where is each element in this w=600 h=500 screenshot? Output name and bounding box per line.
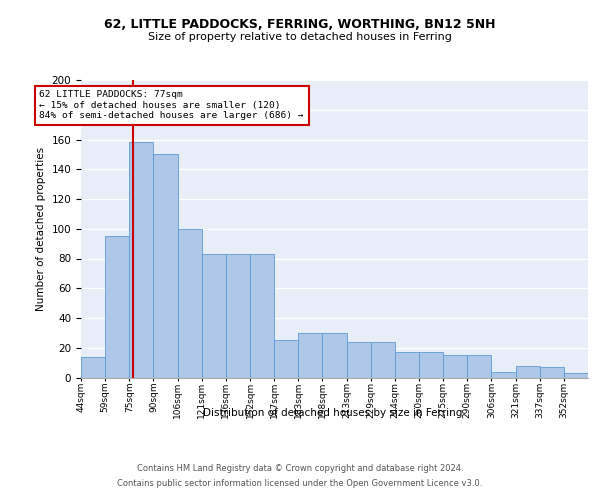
Bar <box>250 254 274 378</box>
Bar <box>564 373 588 378</box>
Bar <box>347 342 371 378</box>
Bar <box>395 352 419 378</box>
Bar <box>178 229 202 378</box>
Bar <box>467 355 491 378</box>
Bar <box>105 236 129 378</box>
Text: 62, LITTLE PADDOCKS, FERRING, WORTHING, BN12 5NH: 62, LITTLE PADDOCKS, FERRING, WORTHING, … <box>104 18 496 30</box>
Bar <box>491 372 515 378</box>
Text: Size of property relative to detached houses in Ferring: Size of property relative to detached ho… <box>148 32 452 42</box>
Bar <box>322 333 347 378</box>
Bar <box>202 254 226 378</box>
Text: Distribution of detached houses by size in Ferring: Distribution of detached houses by size … <box>203 408 463 418</box>
Bar <box>81 356 105 378</box>
Y-axis label: Number of detached properties: Number of detached properties <box>36 146 46 311</box>
Bar <box>515 366 540 378</box>
Text: Contains public sector information licensed under the Open Government Licence v3: Contains public sector information licen… <box>118 479 482 488</box>
Bar <box>129 142 154 378</box>
Bar <box>298 333 322 378</box>
Bar <box>419 352 443 378</box>
Bar <box>371 342 395 378</box>
Bar <box>443 355 467 378</box>
Bar <box>226 254 250 378</box>
Text: 62 LITTLE PADDOCKS: 77sqm
← 15% of detached houses are smaller (120)
84% of semi: 62 LITTLE PADDOCKS: 77sqm ← 15% of detac… <box>39 90 304 120</box>
Bar <box>274 340 298 378</box>
Bar <box>540 367 564 378</box>
Text: Contains HM Land Registry data © Crown copyright and database right 2024.: Contains HM Land Registry data © Crown c… <box>137 464 463 473</box>
Bar <box>154 154 178 378</box>
